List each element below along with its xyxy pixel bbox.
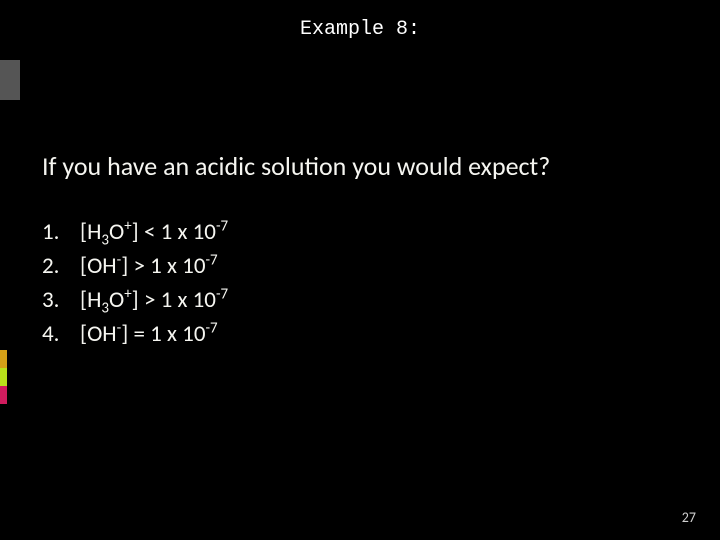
slide-title: Example 8: bbox=[0, 18, 720, 41]
accent-seg-2 bbox=[0, 350, 7, 368]
species-rest: O bbox=[109, 218, 124, 246]
option-body: [H3O+] < 1 x 10-7 bbox=[80, 218, 662, 246]
species-base: OH bbox=[87, 320, 117, 348]
exponent: -7 bbox=[205, 251, 217, 269]
species-rest: O bbox=[109, 286, 124, 314]
species-sup: + bbox=[124, 217, 131, 235]
exponent: -7 bbox=[216, 285, 228, 303]
species-sup: + bbox=[124, 285, 131, 303]
option-number: 3. bbox=[42, 286, 80, 314]
species-sub: 3 bbox=[101, 232, 109, 250]
options-list: 1. [H3O+] < 1 x 10-7 2. [OH-] > 1 x 10-7… bbox=[42, 218, 662, 354]
accent-seg-4 bbox=[0, 386, 7, 404]
accent-color-bar bbox=[0, 60, 20, 460]
value: 1 x 10 bbox=[150, 320, 205, 348]
option-body: [OH-] > 1 x 10-7 bbox=[80, 252, 662, 280]
question-text: If you have an acidic solution you would… bbox=[42, 150, 682, 182]
option-body: [H3O+] > 1 x 10-7 bbox=[80, 286, 662, 314]
list-item: 1. [H3O+] < 1 x 10-7 bbox=[42, 218, 662, 246]
option-number: 2. bbox=[42, 252, 80, 280]
option-number: 1. bbox=[42, 218, 80, 246]
value: 1 x 10 bbox=[150, 252, 205, 280]
list-item: 4. [OH-] = 1 x 10-7 bbox=[42, 320, 662, 348]
species-base: H bbox=[87, 286, 101, 314]
page-number: 27 bbox=[682, 509, 696, 526]
list-item: 2. [OH-] > 1 x 10-7 bbox=[42, 252, 662, 280]
species-sub: 3 bbox=[101, 300, 109, 318]
species-base: H bbox=[87, 218, 101, 246]
exponent: -7 bbox=[216, 217, 228, 235]
option-number: 4. bbox=[42, 320, 80, 348]
species-sup: - bbox=[117, 319, 122, 337]
species-sup: - bbox=[117, 251, 122, 269]
relation: < bbox=[144, 218, 155, 246]
exponent: -7 bbox=[205, 319, 217, 337]
species-base: OH bbox=[87, 252, 117, 280]
relation: = bbox=[133, 320, 144, 348]
value: 1 x 10 bbox=[161, 286, 216, 314]
relation: > bbox=[144, 286, 155, 314]
list-item: 3. [H3O+] > 1 x 10-7 bbox=[42, 286, 662, 314]
accent-seg-3 bbox=[0, 368, 7, 386]
option-body: [OH-] = 1 x 10-7 bbox=[80, 320, 662, 348]
relation: > bbox=[133, 252, 144, 280]
value: 1 x 10 bbox=[161, 218, 216, 246]
accent-seg-1 bbox=[0, 60, 20, 100]
